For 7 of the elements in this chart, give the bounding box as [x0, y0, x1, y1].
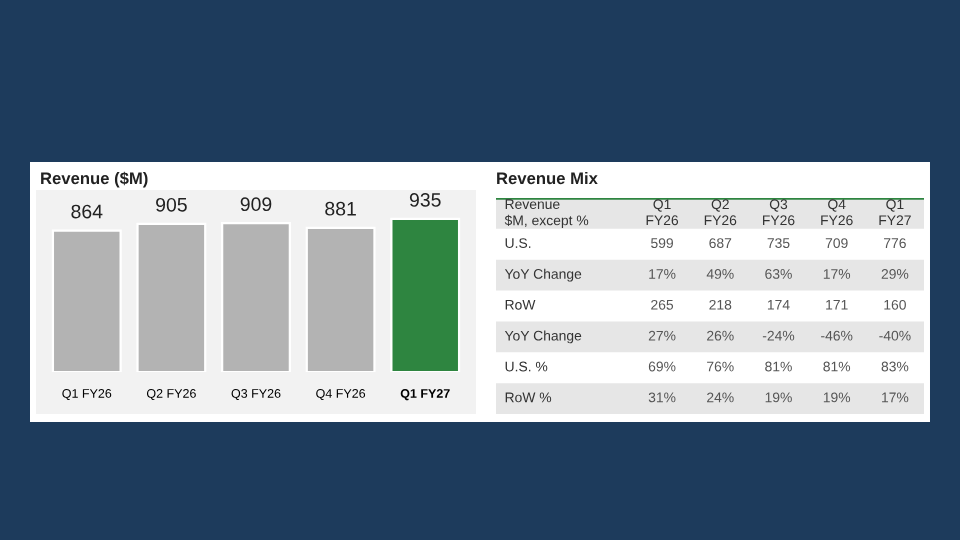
chart-title: Revenue ($M) [41, 171, 148, 188]
text: Revenue Mix [497, 171, 598, 185]
data-label: 905 [156, 197, 187, 212]
data-label: 909 [240, 197, 272, 212]
data-label: 935 [409, 193, 441, 207]
data-label: 864 [71, 204, 103, 219]
data-label: 881 [325, 201, 356, 216]
